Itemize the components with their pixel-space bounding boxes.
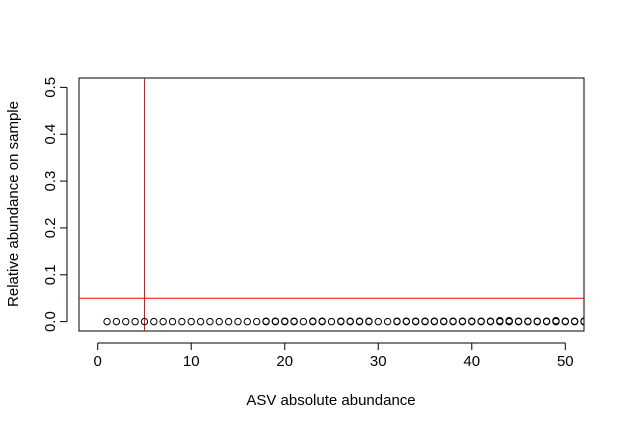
- data-point: [402, 317, 411, 325]
- y-tick-label: 0.3: [42, 171, 59, 192]
- data-point: [430, 317, 439, 325]
- data-point: [337, 317, 345, 325]
- data-point: [327, 317, 336, 326]
- data-point: [365, 317, 373, 325]
- data-point: [168, 317, 177, 326]
- data-point: [514, 317, 523, 325]
- data-point: [252, 317, 261, 326]
- y-tick-label: 0.5: [42, 77, 59, 98]
- data-point: [355, 317, 364, 325]
- data-point: [187, 317, 195, 326]
- data-point: [524, 317, 532, 325]
- data-point: [542, 317, 551, 325]
- data-point: [505, 316, 513, 325]
- data-point: [318, 317, 326, 325]
- data-point: [224, 317, 233, 326]
- data-point: [496, 316, 504, 325]
- data-point: [290, 317, 298, 325]
- data-point: [533, 317, 541, 325]
- data-point: [374, 317, 382, 326]
- x-tick-label: 10: [183, 353, 200, 370]
- data-point: [150, 317, 158, 326]
- data-point: [271, 317, 280, 325]
- data-point: [234, 317, 242, 326]
- reference-lines: [79, 78, 584, 331]
- x-tick-label: 40: [463, 353, 480, 370]
- x-axis: 0 10 20 30 40 50: [94, 342, 574, 370]
- data-point: [580, 317, 584, 325]
- x-tick-label: 50: [557, 353, 574, 370]
- data-point: [112, 317, 121, 326]
- data-point: [196, 317, 205, 326]
- x-tick-label: 30: [370, 353, 387, 370]
- data-point: [393, 317, 401, 325]
- data-point: [299, 317, 308, 326]
- data-point: [421, 317, 429, 325]
- data-point: [178, 317, 186, 326]
- data-point: [346, 317, 354, 325]
- data-point: [552, 316, 560, 325]
- y-tick-label: 0.4: [42, 124, 59, 145]
- data-point: [468, 317, 476, 325]
- data-point: [243, 317, 252, 326]
- x-tick-label: 20: [276, 353, 293, 370]
- data-point: [131, 317, 139, 326]
- data-point: [309, 317, 317, 325]
- data-point: [486, 317, 495, 325]
- data-point: [570, 317, 579, 325]
- data-point: [103, 317, 111, 326]
- y-tick-label: 0.0: [42, 311, 59, 332]
- x-axis-label: ASV absolute abundance: [246, 392, 415, 409]
- data-point: [122, 317, 130, 326]
- data-point: [383, 317, 392, 326]
- data-point: [159, 317, 167, 326]
- y-axis: 0.0 0.1 0.2 0.3 0.4 0.5: [42, 77, 68, 332]
- x-tick-label: 0: [94, 353, 102, 370]
- data-point: [215, 317, 223, 326]
- data-point: [206, 317, 214, 326]
- data-point: [561, 317, 569, 325]
- data-point: [458, 317, 467, 325]
- y-tick-label: 0.2: [42, 217, 59, 238]
- data-point: [262, 317, 270, 325]
- data-point: [477, 317, 485, 325]
- y-axis-label: Relative abundance on sample: [5, 101, 22, 307]
- data-point: [411, 317, 420, 325]
- data-point: [140, 317, 149, 326]
- data-point: [281, 317, 289, 325]
- y-tick-label: 0.1: [42, 264, 59, 285]
- data-point: [440, 317, 448, 325]
- data-point: [449, 317, 457, 325]
- data-points: [103, 316, 584, 326]
- plot-frame: [78, 77, 585, 332]
